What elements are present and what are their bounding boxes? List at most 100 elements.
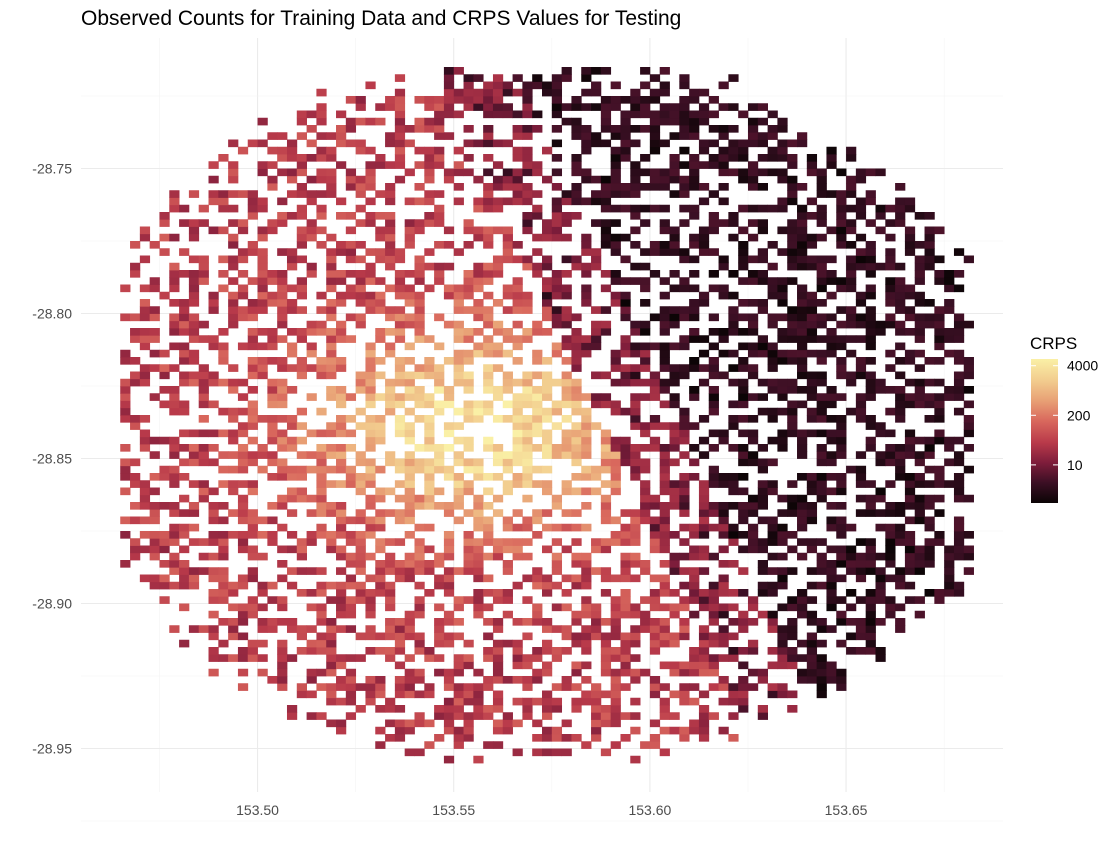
- crps-tile: [237, 429, 249, 438]
- crps-tile: [434, 705, 445, 713]
- crps-tile: [689, 154, 700, 162]
- crps-tile: [326, 313, 337, 322]
- crps-tile: [649, 531, 661, 539]
- crps-tile: [237, 270, 249, 278]
- crps-tile: [375, 632, 386, 641]
- crps-tile: [394, 429, 406, 438]
- crps-tile: [728, 154, 739, 162]
- crps-tile: [924, 552, 935, 561]
- crps-tile: [267, 146, 278, 155]
- crps-tile: [826, 473, 837, 481]
- crps-tile: [208, 538, 219, 546]
- crps-tile: [453, 458, 464, 467]
- crps-tile: [326, 371, 337, 380]
- crps-tile: [875, 226, 886, 235]
- crps-tile: [404, 357, 415, 365]
- crps-tile: [934, 328, 945, 336]
- crps-tile: [934, 509, 945, 517]
- crps-tile: [953, 494, 965, 503]
- crps-tile: [463, 378, 474, 387]
- crps-tile: [689, 204, 700, 213]
- crps-tile: [698, 705, 710, 713]
- crps-tile: [953, 436, 965, 445]
- crps-tile: [895, 458, 906, 467]
- crps-tile: [345, 248, 357, 256]
- crps-tile: [473, 705, 484, 713]
- crps-tile: [512, 618, 523, 626]
- crps-tile: [649, 117, 661, 126]
- crps-tile: [885, 552, 896, 561]
- crps-tile: [885, 407, 896, 416]
- crps-tile: [630, 125, 641, 133]
- crps-tile: [492, 349, 504, 358]
- colorbar-tick-label: 10: [1067, 457, 1083, 473]
- crps-tile: [326, 545, 337, 554]
- crps-tile: [375, 357, 386, 365]
- crps-tile: [463, 139, 474, 148]
- crps-tile: [424, 494, 435, 503]
- crps-tile: [385, 719, 396, 728]
- crps-tile: [532, 676, 543, 684]
- crps-tile: [502, 415, 513, 423]
- crps-tile: [218, 574, 229, 583]
- crps-tile: [718, 168, 729, 177]
- crps-tile: [502, 610, 513, 619]
- crps-tile: [473, 299, 484, 307]
- crps-tile: [836, 618, 847, 626]
- crps-tile: [708, 509, 719, 517]
- crps-tile: [188, 349, 200, 358]
- crps-tile: [149, 516, 160, 525]
- crps-tile: [924, 299, 935, 307]
- crps-tile: [963, 400, 974, 409]
- crps-tile: [404, 494, 415, 503]
- crps-tile: [483, 183, 494, 191]
- crps-tile: [816, 349, 827, 358]
- crps-tile: [218, 190, 229, 198]
- crps-tile: [757, 538, 768, 546]
- crps-tile: [453, 422, 464, 430]
- crps-tile: [542, 436, 553, 445]
- crps-tile: [512, 647, 523, 655]
- crps-tile: [591, 603, 602, 612]
- crps-tile: [816, 683, 827, 691]
- crps-tile: [620, 132, 631, 140]
- crps-tile: [767, 480, 778, 488]
- crps-tile: [483, 88, 494, 97]
- crps-tile: [188, 328, 200, 336]
- crps-tile: [365, 458, 376, 467]
- crps-tile: [797, 676, 808, 684]
- crps-tile: [512, 538, 523, 546]
- crps-tile: [836, 610, 847, 619]
- crps-tile: [198, 415, 209, 423]
- crps-tile: [188, 226, 200, 235]
- crps-tile: [659, 291, 670, 300]
- crps-tile: [316, 407, 327, 416]
- crps-tile: [806, 654, 818, 662]
- crps-tile: [963, 364, 974, 372]
- crps-tile: [669, 444, 680, 452]
- crps-tile: [316, 117, 327, 126]
- crps-tile: [826, 161, 837, 169]
- crps-tile: [551, 226, 563, 235]
- crps-tile: [473, 233, 484, 242]
- crps-tile: [806, 349, 818, 358]
- crps-tile: [630, 110, 641, 119]
- crps-tile: [139, 342, 151, 351]
- crps-tile: [620, 734, 631, 742]
- crps-tile: [316, 291, 327, 300]
- crps-tile: [914, 509, 925, 517]
- crps-tile: [434, 574, 445, 583]
- crps-tile: [747, 328, 759, 336]
- crps-tile: [914, 400, 925, 409]
- crps-tile: [355, 255, 366, 264]
- crps-tile: [953, 386, 965, 394]
- crps-tile: [424, 560, 435, 568]
- crps-tile: [532, 465, 543, 474]
- crps-tile: [561, 487, 572, 496]
- crps-tile: [483, 262, 494, 271]
- crps-tile: [365, 473, 376, 481]
- crps-tile: [169, 581, 180, 590]
- crps-tile: [483, 502, 494, 510]
- crps-tile: [385, 328, 396, 336]
- crps-tile: [581, 125, 592, 133]
